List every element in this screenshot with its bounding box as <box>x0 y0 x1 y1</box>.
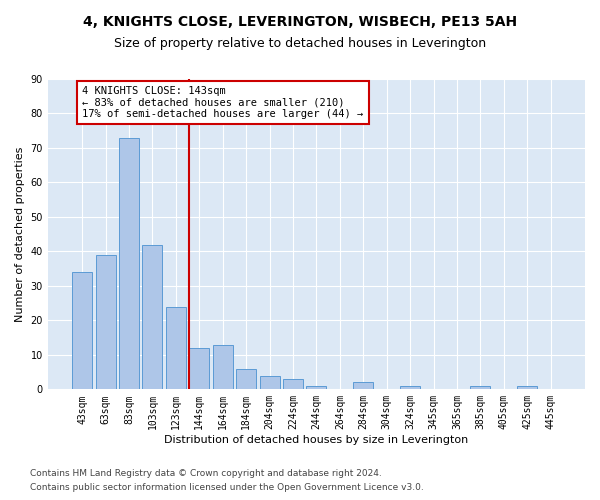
Bar <box>72 272 92 390</box>
Y-axis label: Number of detached properties: Number of detached properties <box>15 146 25 322</box>
Bar <box>213 344 233 390</box>
Bar <box>283 379 303 390</box>
Bar <box>353 382 373 390</box>
Bar <box>470 386 490 390</box>
Bar <box>236 368 256 390</box>
Text: 4, KNIGHTS CLOSE, LEVERINGTON, WISBECH, PE13 5AH: 4, KNIGHTS CLOSE, LEVERINGTON, WISBECH, … <box>83 15 517 29</box>
Bar <box>142 244 163 390</box>
Text: Contains public sector information licensed under the Open Government Licence v3: Contains public sector information licen… <box>30 484 424 492</box>
Text: Size of property relative to detached houses in Leverington: Size of property relative to detached ho… <box>114 38 486 51</box>
Bar <box>400 386 420 390</box>
Bar <box>119 138 139 390</box>
Bar <box>260 376 280 390</box>
X-axis label: Distribution of detached houses by size in Leverington: Distribution of detached houses by size … <box>164 435 469 445</box>
Bar <box>190 348 209 390</box>
Text: Contains HM Land Registry data © Crown copyright and database right 2024.: Contains HM Land Registry data © Crown c… <box>30 468 382 477</box>
Bar <box>95 255 116 390</box>
Text: 4 KNIGHTS CLOSE: 143sqm
← 83% of detached houses are smaller (210)
17% of semi-d: 4 KNIGHTS CLOSE: 143sqm ← 83% of detache… <box>82 86 364 119</box>
Bar <box>166 306 186 390</box>
Bar <box>517 386 537 390</box>
Bar <box>307 386 326 390</box>
